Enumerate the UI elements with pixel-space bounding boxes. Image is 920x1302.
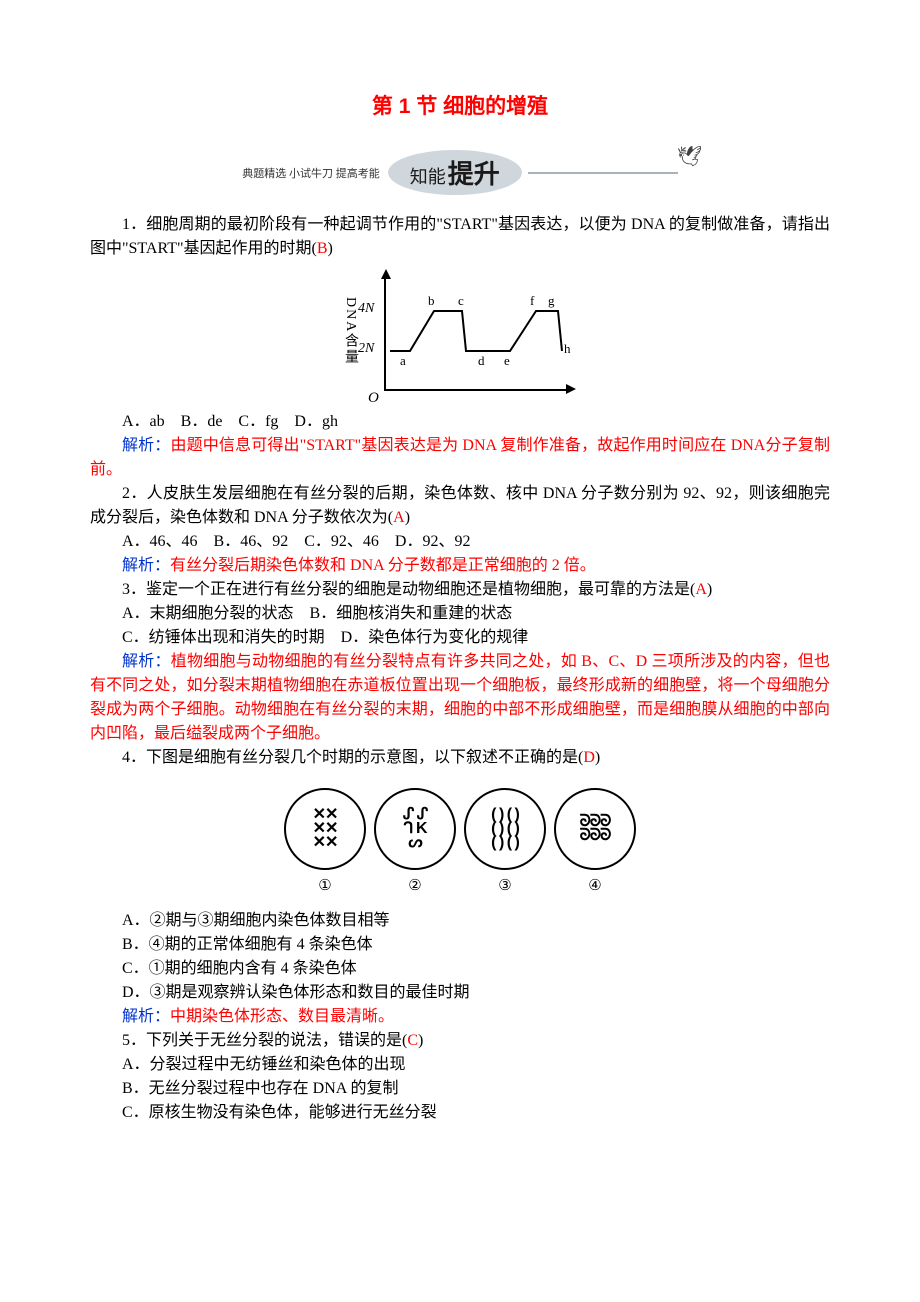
q3-optC: C．纺锤体出现和消失的时期 D．染色体行为变化的规律 <box>90 626 830 650</box>
q4-optD: D．③期是观察辨认染色体形态和数目的最佳时期 <box>90 981 830 1005</box>
q4-optC: C．①期的细胞内含有 4 条染色体 <box>90 957 830 981</box>
x-arrow-icon <box>566 384 576 394</box>
q4-figure: ✕✕✕✕✕✕ ① ᔑ ᔑᒉ Kᔕ ② ( ) ( )( ) ( )( ) ( )… <box>90 788 830 895</box>
dna-line-icon <box>386 279 566 389</box>
cell-label-4: ④ <box>588 876 601 895</box>
pt-b: b <box>428 293 435 309</box>
q4-answer: D <box>583 749 595 766</box>
banner-line <box>528 172 678 174</box>
bird-icon: 🕊 <box>677 144 702 169</box>
cell-2: ᔑ ᔑᒉ Kᔕ ② <box>374 788 456 895</box>
ytick-4n: 4N <box>358 301 374 317</box>
chromo-icon: ᔑ ᔑᒉ Kᔕ <box>403 808 427 850</box>
q3-explain: 解析：植物细胞与动物细胞的有丝分裂特点有许多共同之处，如 B、C、D 三项所涉及… <box>90 650 830 746</box>
cell-3: ( ) ( )( ) ( )( ) ( ) ③ <box>464 788 546 895</box>
q1-explain: 解析：由题中信息可得出"START"基因表达是为 DNA 复制作准备，故起作用时… <box>90 434 830 482</box>
cell-4: ᘐᘐᘐᘐᘐᘐ ④ <box>554 788 636 895</box>
q3-optA: A．末期细胞分裂的状态 B．细胞核消失和重建的状态 <box>90 602 830 626</box>
pt-a: a <box>400 353 406 369</box>
q1-figure: DNA含量 4N 2N O a b c d e f g h <box>90 279 830 396</box>
q2-stem: 2．人皮肤生发层细胞在有丝分裂的后期，染色体数、核中 DNA 分子数分别为 92… <box>90 482 830 530</box>
pt-c: c <box>458 293 464 309</box>
q4-explain: 解析：中期染色体形态、数目最清晰。 <box>90 1005 830 1029</box>
q2-answer: A <box>393 509 405 526</box>
y-arrow-icon <box>381 269 391 279</box>
banner-label: 知能 <box>410 163 446 189</box>
q5-optB: B．无丝分裂过程中也存在 DNA 的复制 <box>90 1077 830 1101</box>
pt-g: g <box>548 293 555 309</box>
cell-label-2: ② <box>408 876 421 895</box>
doc-title: 第 1 节 细胞的增殖 <box>90 90 830 120</box>
cell-label-1: ① <box>318 876 331 895</box>
q3-stem: 3．鉴定一个正在进行有丝分裂的细胞是动物细胞还是植物细胞，最可靠的方法是(A) <box>90 578 830 602</box>
pt-d: d <box>478 353 485 369</box>
cell-1: ✕✕✕✕✕✕ ① <box>284 788 366 895</box>
section-banner: 典题精选 小试牛刀 提高考能 知能 提升 🕊 <box>90 150 830 195</box>
q1-options: A．ab B．de C．fg D．gh <box>90 410 830 434</box>
q2-options: A．46、46 B．46、92 C．92、46 D．92、92 <box>90 530 830 554</box>
chromo-icon: ᘐᘐᘐᘐᘐᘐ <box>580 815 611 843</box>
pt-f: f <box>530 293 534 309</box>
ytick-2n: 2N <box>358 341 374 357</box>
chromo-icon: ( ) ( )( ) ( )( ) ( ) <box>491 808 519 850</box>
pt-h: h <box>564 341 571 357</box>
origin-label: O <box>368 390 379 407</box>
document-page: 第 1 节 细胞的增殖 典题精选 小试牛刀 提高考能 知能 提升 🕊 1．细胞周… <box>0 0 920 1165</box>
q1-answer: B <box>317 240 328 257</box>
q3-answer: A <box>695 581 707 598</box>
q4-optA: A．②期与③期细胞内染色体数目相等 <box>90 909 830 933</box>
q5-stem: 5．下列关于无丝分裂的说法，错误的是(C) <box>90 1029 830 1053</box>
q2-explain: 解析：有丝分裂后期染色体数和 DNA 分子数都是正常细胞的 2 倍。 <box>90 554 830 578</box>
y-axis-label: DNA含量 <box>340 297 360 365</box>
q1-stem: 1．细胞周期的最初阶段有一种起调节作用的"START"基因表达，以便为 DNA … <box>90 213 830 261</box>
cell-label-3: ③ <box>498 876 511 895</box>
pt-e: e <box>504 353 510 369</box>
q5-optA: A．分裂过程中无纺锤丝和染色体的出现 <box>90 1053 830 1077</box>
q4-optB: B．④期的正常体细胞有 4 条染色体 <box>90 933 830 957</box>
banner-oval: 知能 提升 <box>388 150 522 195</box>
q5-answer: C <box>407 1032 418 1049</box>
chromo-icon: ✕✕✕✕✕✕ <box>313 808 338 850</box>
q5-optC: C．原核生物没有染色体，能够进行无丝分裂 <box>90 1101 830 1125</box>
banner-subtitle: 典题精选 小试牛刀 提高考能 <box>242 165 380 181</box>
dna-chart: DNA含量 4N 2N O a b c d e f g h <box>384 279 566 391</box>
banner-big: 提升 <box>448 154 500 191</box>
q4-stem: 4．下图是细胞有丝分裂几个时期的示意图，以下叙述不正确的是(D) <box>90 746 830 770</box>
